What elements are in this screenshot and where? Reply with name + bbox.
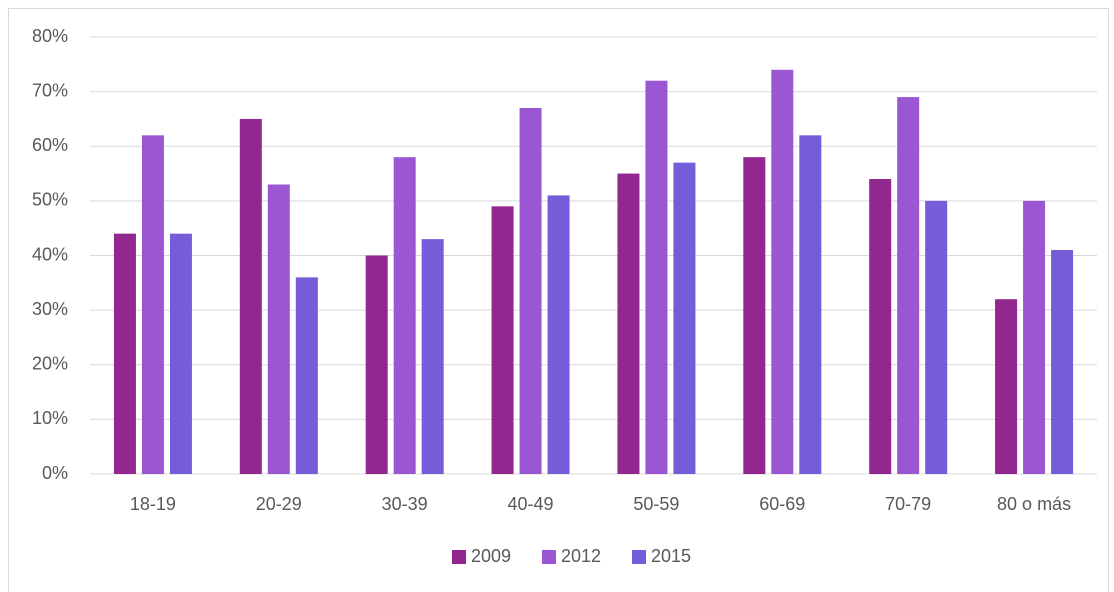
bar bbox=[267, 184, 290, 475]
bar bbox=[1051, 250, 1074, 474]
y-tick-label: 70% bbox=[32, 80, 68, 100]
y-tick-label: 60% bbox=[32, 135, 68, 155]
x-tick-label: 70-79 bbox=[885, 494, 931, 514]
bar bbox=[239, 118, 262, 474]
bar bbox=[169, 233, 192, 474]
bar bbox=[743, 157, 766, 475]
x-tick-label: 60-69 bbox=[759, 494, 805, 514]
x-tick-label: 18-19 bbox=[130, 494, 176, 514]
bar bbox=[645, 80, 668, 474]
bar bbox=[295, 277, 318, 474]
bar bbox=[421, 239, 444, 474]
legend-swatch bbox=[542, 550, 556, 564]
bar bbox=[869, 179, 892, 474]
bar bbox=[995, 299, 1018, 474]
bar bbox=[393, 157, 416, 475]
x-tick-label: 80 o más bbox=[997, 494, 1071, 514]
bar bbox=[799, 135, 822, 474]
legend-swatch bbox=[632, 550, 646, 564]
legend-swatch bbox=[452, 550, 466, 564]
bar bbox=[491, 206, 514, 474]
bar bbox=[519, 108, 542, 474]
bar bbox=[113, 233, 136, 474]
bar bbox=[617, 173, 640, 474]
y-tick-label: 40% bbox=[32, 244, 68, 264]
bar bbox=[141, 135, 164, 474]
bar bbox=[897, 97, 920, 475]
x-tick-label: 50-59 bbox=[633, 494, 679, 514]
y-tick-label: 30% bbox=[32, 299, 68, 319]
bar bbox=[771, 69, 794, 475]
bar bbox=[1023, 200, 1046, 474]
y-tick-label: 10% bbox=[32, 408, 68, 428]
y-tick-label: 0% bbox=[42, 463, 68, 483]
x-tick-label: 20-29 bbox=[256, 494, 302, 514]
legend-label: 2012 bbox=[561, 546, 601, 566]
legend-label: 2009 bbox=[471, 546, 511, 566]
y-tick-label: 80% bbox=[32, 26, 68, 46]
legend-label: 2015 bbox=[651, 546, 691, 566]
x-tick-label: 40-49 bbox=[508, 494, 554, 514]
x-tick-label: 30-39 bbox=[382, 494, 428, 514]
bar bbox=[673, 162, 696, 474]
bar bbox=[365, 255, 388, 474]
y-tick-label: 50% bbox=[32, 190, 68, 210]
y-tick-label: 20% bbox=[32, 354, 68, 374]
bar bbox=[925, 200, 948, 474]
bar bbox=[547, 195, 570, 474]
